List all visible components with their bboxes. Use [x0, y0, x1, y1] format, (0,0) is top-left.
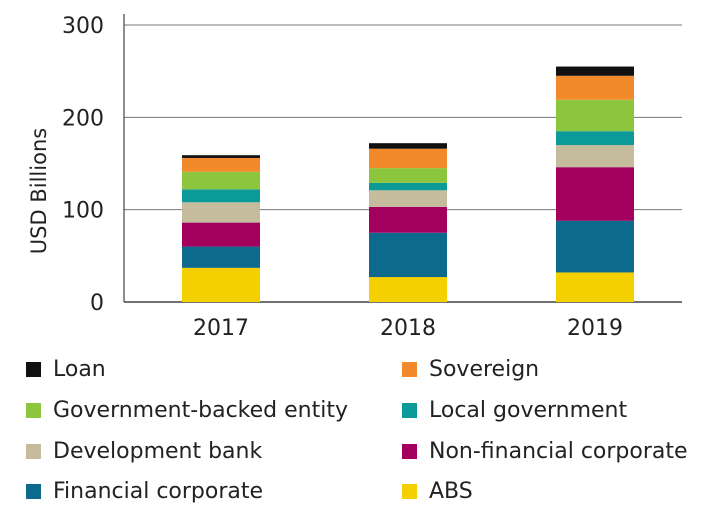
x-tick-label: 2017 [193, 316, 249, 340]
legend-swatch [26, 402, 41, 418]
bar-segment-sovereign-2017 [182, 157, 260, 172]
legend-label: ABS [429, 478, 473, 504]
x-tick-label: 2018 [380, 316, 436, 340]
bar-segment-financial-corporate-2019 [556, 220, 634, 273]
bar-segment-development-bank-2018 [369, 190, 447, 207]
x-tick-label: 2019 [567, 316, 623, 340]
legend-swatch [402, 402, 417, 418]
bar-segment-sovereign-2019 [556, 75, 634, 100]
legend-label: Local government [429, 397, 628, 423]
legend-swatch [402, 443, 417, 459]
bar-segment-local-government-2017 [182, 189, 260, 203]
bar-segment-loan-2018 [369, 143, 447, 149]
y-tick-label: 300 [62, 14, 104, 39]
legend-label: Government-backed entity [53, 397, 348, 423]
legend-label: Non-financial corporate [429, 438, 688, 464]
bar-segment-sovereign-2018 [369, 148, 447, 169]
stacked-bar-chart: 0 100 200 300 2017 2018 2019 USD Billions [27, 14, 682, 340]
bars [182, 66, 634, 302]
legend: Loan Sovereign Government-backed entity … [26, 350, 726, 504]
legend-swatch [402, 483, 417, 499]
legend-swatch [26, 361, 41, 377]
x-tick-labels: 2017 2018 2019 [193, 316, 623, 340]
y-tick-label: 0 [90, 291, 104, 316]
bar-segment-government-backed-entity-2018 [369, 168, 447, 183]
legend-swatch [26, 483, 41, 499]
bar-segment-loan-2017 [182, 155, 260, 158]
legend-item-abs: ABS [402, 476, 473, 506]
bar-segment-non-financial-corporate-2019 [556, 167, 634, 221]
bar-segment-government-backed-entity-2017 [182, 171, 260, 190]
bar-segment-financial-corporate-2017 [182, 246, 260, 268]
y-tick-label: 200 [62, 106, 104, 131]
bar-segment-non-financial-corporate-2017 [182, 222, 260, 247]
bar-segment-non-financial-corporate-2018 [369, 206, 447, 233]
y-tick-label: 100 [62, 199, 104, 224]
bar-segment-local-government-2018 [369, 182, 447, 191]
legend-swatch [26, 443, 41, 459]
legend-item-loan: Loan [26, 354, 106, 384]
bar-segment-development-bank-2017 [182, 202, 260, 223]
legend-label: Development bank [53, 438, 263, 464]
legend-item-financial-corporate: Financial corporate [26, 476, 263, 506]
bar-segment-local-government-2019 [556, 131, 634, 146]
legend-label: Loan [53, 356, 106, 382]
bar-segment-development-bank-2019 [556, 145, 634, 168]
legend-item-local-government: Local government [402, 395, 627, 425]
legend-label: Sovereign [429, 356, 540, 382]
bar-segment-abs-2017 [182, 267, 260, 302]
bar-segment-abs-2019 [556, 272, 634, 302]
bar-segment-loan-2019 [556, 66, 634, 76]
legend-item-sovereign: Sovereign [402, 354, 539, 384]
legend-label: Financial corporate [53, 478, 264, 504]
legend-item-government-backed-entity: Government-backed entity [26, 395, 348, 425]
bar-segment-abs-2018 [369, 277, 447, 302]
legend-swatch [402, 361, 417, 377]
y-axis-label: USD Billions [27, 128, 51, 254]
bar-segment-financial-corporate-2018 [369, 232, 447, 278]
legend-item-non-financial-corporate: Non-financial corporate [402, 436, 688, 466]
legend-item-development-bank: Development bank [26, 436, 262, 466]
bar-segment-government-backed-entity-2019 [556, 99, 634, 132]
y-tick-labels: 0 100 200 300 [62, 14, 104, 316]
